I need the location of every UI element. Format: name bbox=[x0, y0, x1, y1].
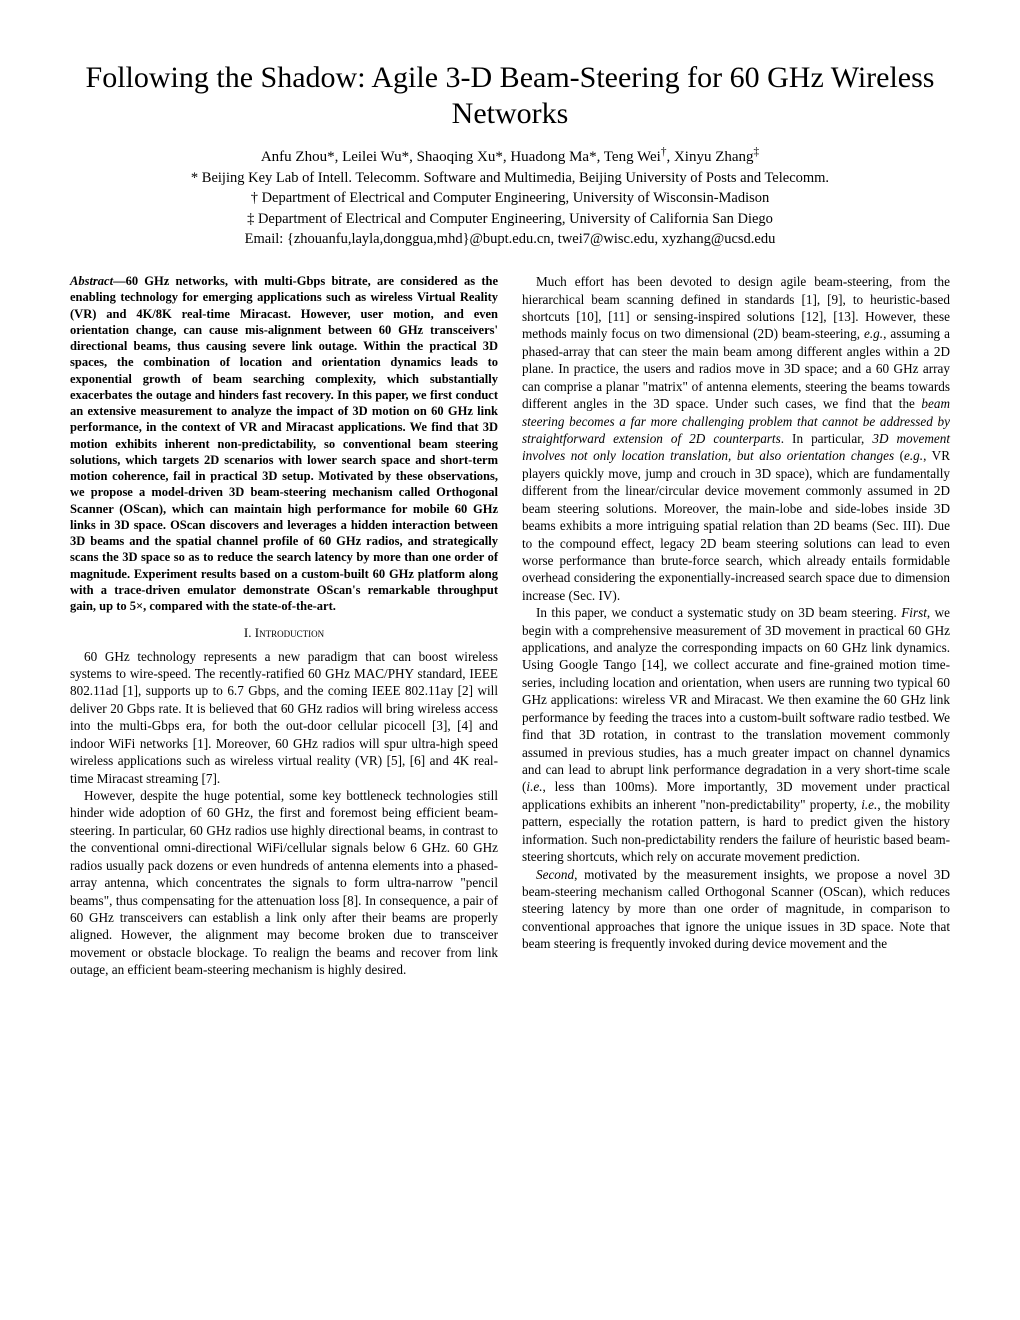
text-italic: i.e. bbox=[526, 779, 542, 794]
text-run: . In particular, bbox=[781, 431, 873, 446]
two-column-body: Abstract—60 GHz networks, with multi-Gbp… bbox=[70, 273, 950, 978]
text-run: , motivated by the measurement insights,… bbox=[522, 867, 950, 952]
affiliations-block: * Beijing Key Lab of Intell. Telecomm. S… bbox=[70, 168, 950, 249]
text-italic: First bbox=[901, 605, 927, 620]
left-column: Abstract—60 GHz networks, with multi-Gbp… bbox=[70, 273, 498, 978]
text-italic: i.e. bbox=[861, 797, 877, 812]
affiliation-2: † Department of Electrical and Computer … bbox=[70, 188, 950, 208]
abstract-label: Abstract bbox=[70, 274, 113, 288]
right-paragraph-2: In this paper, we conduct a systematic s… bbox=[522, 604, 950, 865]
email-line: Email: {zhouanfu,layla,donggua,mhd}@bupt… bbox=[70, 229, 950, 249]
intro-paragraph-2: However, despite the huge potential, som… bbox=[70, 787, 498, 979]
text-run: , we begin with a comprehensive measurem… bbox=[522, 605, 950, 794]
text-italic: Second bbox=[536, 867, 574, 882]
affiliation-3: ‡ Department of Electrical and Computer … bbox=[70, 209, 950, 229]
abstract-paragraph: Abstract—60 GHz networks, with multi-Gbp… bbox=[70, 273, 498, 614]
right-paragraph-1: Much effort has been devoted to design a… bbox=[522, 273, 950, 604]
text-italic: e.g. bbox=[864, 326, 883, 341]
section-heading-introduction: I. Introduction bbox=[70, 624, 498, 641]
intro-paragraph-1: 60 GHz technology represents a new parad… bbox=[70, 648, 498, 787]
affiliation-1: * Beijing Key Lab of Intell. Telecomm. S… bbox=[70, 168, 950, 188]
abstract-text: —60 GHz networks, with multi-Gbps bitrat… bbox=[70, 274, 498, 613]
text-italic: e.g. bbox=[904, 448, 923, 463]
right-column: Much effort has been devoted to design a… bbox=[522, 273, 950, 978]
text-run: ( bbox=[894, 448, 904, 463]
text-run: , VR players quickly move, jump and crou… bbox=[522, 448, 950, 602]
authors-line: Anfu Zhou*, Leilei Wu*, Shaoqing Xu*, Hu… bbox=[70, 146, 950, 166]
text-run: In this paper, we conduct a systematic s… bbox=[536, 605, 901, 620]
right-paragraph-3: Second, motivated by the measurement ins… bbox=[522, 866, 950, 953]
paper-title: Following the Shadow: Agile 3-D Beam-Ste… bbox=[70, 60, 950, 132]
